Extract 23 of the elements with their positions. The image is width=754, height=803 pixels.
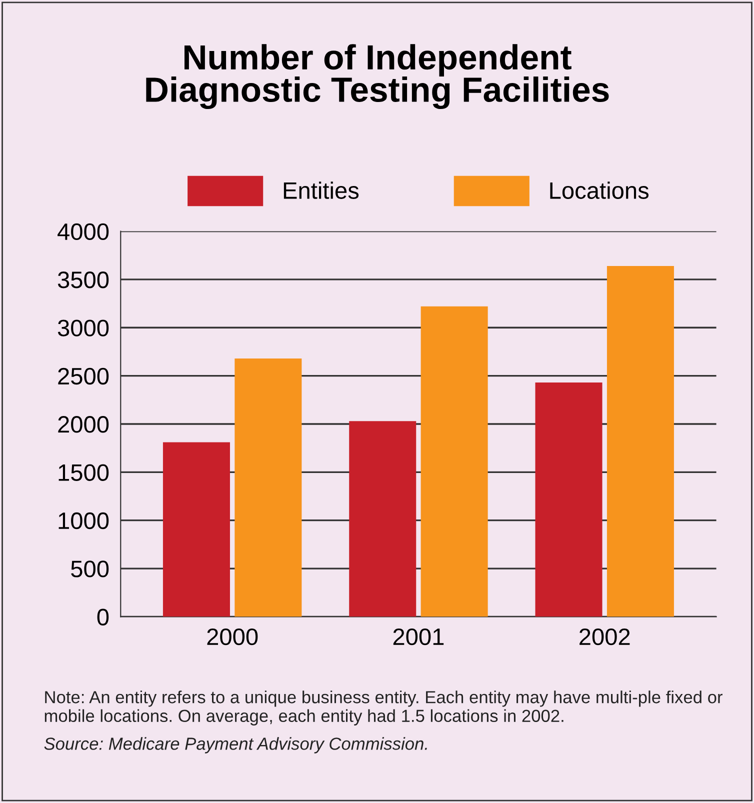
legend-label: Entities [284,182,359,199]
bar [606,266,674,617]
y-tick-label: 3000 [58,320,109,336]
source-note: Source: Medicare Payment Advisory Commission. [44,737,427,754]
bar [535,382,602,617]
legend-label: Locations [550,182,649,199]
x-tick-label: 2001 [393,628,444,646]
text: Note: An entity refers to a unique business entity. Each entity may have multi-ple fixed or mobile locations. On average, each entity had 1.5 locations in 2002. [44,690,722,726]
y-tick-label: 3500 [58,272,109,288]
y-tick-label: 1500 [58,464,109,481]
x-tick-label: 2000 [207,628,258,646]
y-tick-label: 1000 [58,512,109,530]
y-tick-label: 2000 [58,416,109,433]
bar [420,306,488,617]
x-tick-label: 2002 [580,628,630,646]
y-tick-label: 0 [97,608,109,626]
bar [349,421,416,617]
bar [162,442,230,617]
y-tick-label: 500 [71,560,109,578]
y-tick-label: 2500 [58,368,109,385]
chart-title: Number of Independent Diagnostic Testing Facilities [146,44,609,110]
bar [234,358,302,617]
y-tick-label: 4000 [58,223,109,240]
